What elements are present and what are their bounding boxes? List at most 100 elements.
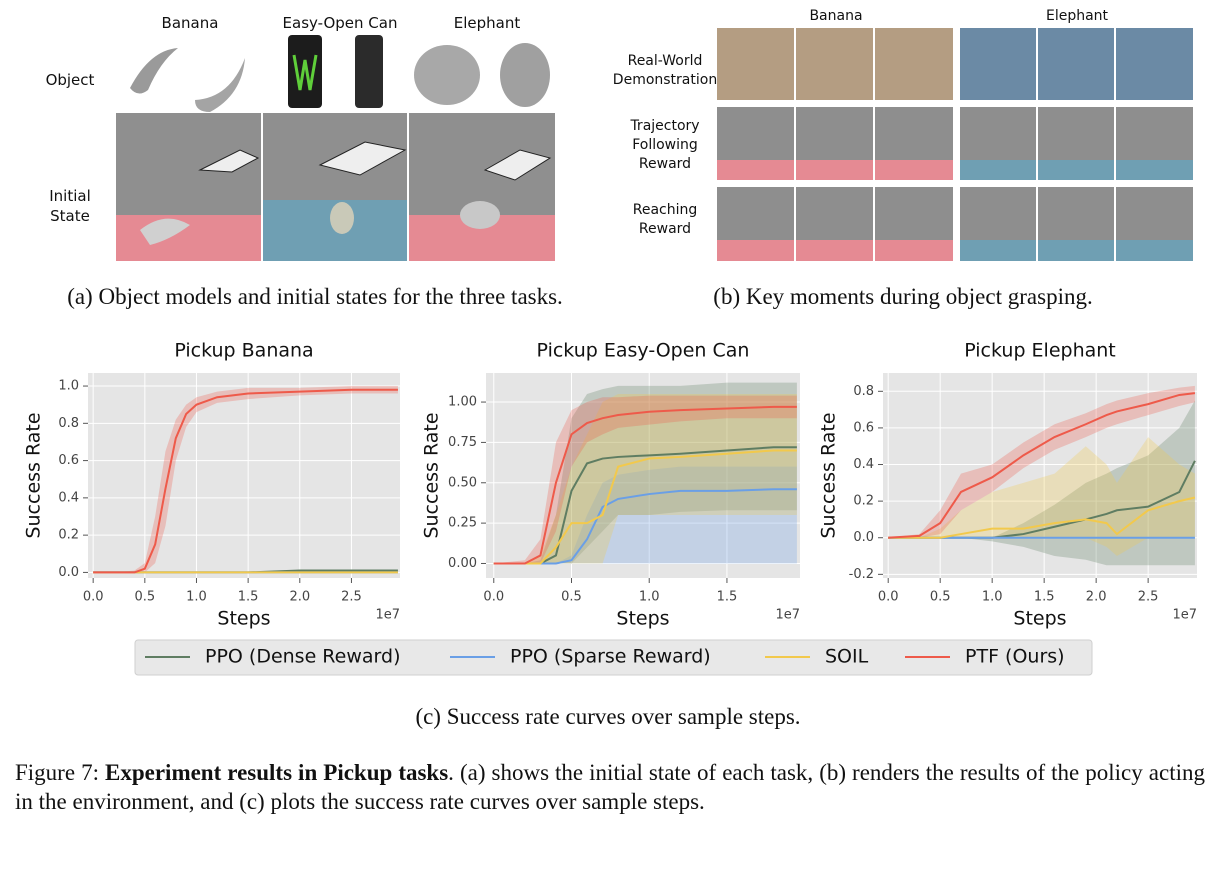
series-line — [888, 496, 1196, 539]
y-tick-label: 0.00 — [448, 556, 477, 571]
x-offset-label: 1e7 — [1172, 608, 1197, 623]
confidence-band — [888, 385, 1195, 538]
x-tick-label: 0.5 — [134, 590, 155, 605]
caption-a: (a) Object models and initial states for… — [67, 284, 563, 309]
x-tick-label: 2.5 — [1138, 590, 1159, 605]
can-model — [288, 35, 322, 108]
x-tick-label: 0.5 — [930, 590, 951, 605]
series-line — [493, 449, 797, 565]
y-axis-label: Success Rate — [818, 412, 840, 538]
column-label: Elephant — [453, 14, 521, 32]
legend-label: PPO (Dense Reward) — [205, 646, 400, 668]
confidence-band — [493, 382, 797, 564]
table — [960, 240, 1193, 261]
x-tick-label: 0.5 — [561, 590, 582, 605]
legend-box — [134, 639, 1093, 676]
x-tick-label: 1.0 — [186, 590, 207, 605]
plot-area — [88, 373, 400, 578]
x-tick-label: 2.5 — [341, 590, 362, 605]
y-tick-label: 0.8 — [58, 416, 79, 431]
banana — [140, 218, 190, 245]
legend-label: PTF (Ours) — [965, 646, 1065, 668]
table — [717, 160, 953, 180]
confidence-band — [888, 400, 1195, 566]
y-tick-label: 0.2 — [853, 494, 874, 509]
confidence-band — [888, 437, 1195, 557]
series-line — [493, 405, 797, 565]
y-tick-label: 1.00 — [448, 395, 477, 410]
caption-b: (b) Key moments during object grasping. — [713, 284, 1093, 309]
row-label: Initial State — [49, 187, 91, 225]
figure-label: Figure 7: — [15, 760, 99, 785]
x-axis-label: Steps — [217, 608, 270, 630]
plot-area — [883, 373, 1197, 578]
x-tick-label: 0.0 — [483, 590, 504, 605]
chart-title: Pickup Banana — [174, 340, 313, 362]
elephant-model — [414, 45, 480, 105]
banana-model — [195, 58, 245, 112]
y-tick-label: -0.2 — [849, 567, 874, 582]
hand — [198, 149, 260, 173]
y-tick-label: 0.2 — [58, 528, 79, 543]
initial-state-strip — [116, 113, 555, 261]
can-logo — [292, 54, 318, 91]
series-line — [93, 388, 398, 574]
legend-label: SOIL — [825, 646, 869, 668]
row-label: Trajectory Following Reward — [630, 118, 700, 172]
can — [330, 202, 354, 234]
column-label: Banana — [809, 8, 863, 24]
row-label: Reaching Reward — [632, 202, 698, 237]
hand — [483, 149, 552, 181]
banana-model — [130, 48, 178, 94]
x-tick-label: 1.5 — [238, 590, 259, 605]
row-label: Real-World Demonstration — [612, 53, 718, 88]
column-label: Elephant — [1045, 8, 1109, 24]
x-tick-label: 1.5 — [717, 590, 738, 605]
key-moments-grid — [717, 28, 1193, 261]
elephant-model — [500, 43, 550, 107]
x-tick-label: 0.0 — [878, 590, 899, 605]
object-models — [130, 35, 550, 112]
y-tick-label: 0.0 — [853, 530, 874, 545]
chart-title: Pickup Easy-Open Can — [537, 340, 750, 362]
y-tick-label: 0.8 — [853, 384, 874, 399]
y-tick-label: 0.25 — [448, 516, 477, 531]
x-tick-label: 0.0 — [83, 590, 104, 605]
elephant — [460, 201, 500, 229]
y-tick-label: 0.75 — [448, 435, 477, 450]
y-tick-label: 0.6 — [58, 453, 79, 468]
x-tick-label: 1.0 — [639, 590, 660, 605]
series-line — [888, 392, 1196, 539]
y-tick-label: 1.0 — [58, 379, 79, 394]
figure-caption: Figure 7: Experiment results in Pickup t… — [15, 758, 1205, 816]
x-offset-label: 1e7 — [775, 608, 800, 623]
legend-label: PPO (Sparse Reward) — [510, 646, 711, 668]
table — [116, 215, 262, 261]
column-label: Banana — [161, 14, 219, 32]
photo — [960, 28, 1193, 100]
photo — [717, 28, 953, 100]
figure-bold: Experiment results in Pickup tasks — [105, 760, 449, 785]
x-axis-label: Steps — [616, 608, 669, 630]
x-axis-label: Steps — [1013, 608, 1066, 630]
x-tick-label: 2.0 — [289, 590, 310, 605]
x-tick-label: 2.0 — [1086, 590, 1107, 605]
table — [960, 160, 1193, 180]
figure-text: . (a) shows the initial state of each ta… — [15, 760, 1205, 814]
x-tick-label: 1.0 — [982, 590, 1003, 605]
y-tick-label: 0.6 — [853, 420, 874, 435]
y-tick-label: 0.4 — [853, 457, 874, 472]
hand — [318, 141, 407, 176]
x-tick-label: 1.5 — [1034, 590, 1055, 605]
row-label: Object — [45, 71, 95, 89]
column-label: Easy-Open Can — [282, 14, 398, 32]
y-tick-label: 0.50 — [448, 475, 477, 490]
y-axis-label: Success Rate — [23, 412, 45, 538]
y-axis-label: Success Rate — [421, 412, 443, 538]
caption-c: (c) Success rate curves over sample step… — [415, 704, 801, 729]
table — [717, 240, 953, 261]
can-model — [355, 35, 383, 108]
confidence-band — [493, 393, 797, 564]
